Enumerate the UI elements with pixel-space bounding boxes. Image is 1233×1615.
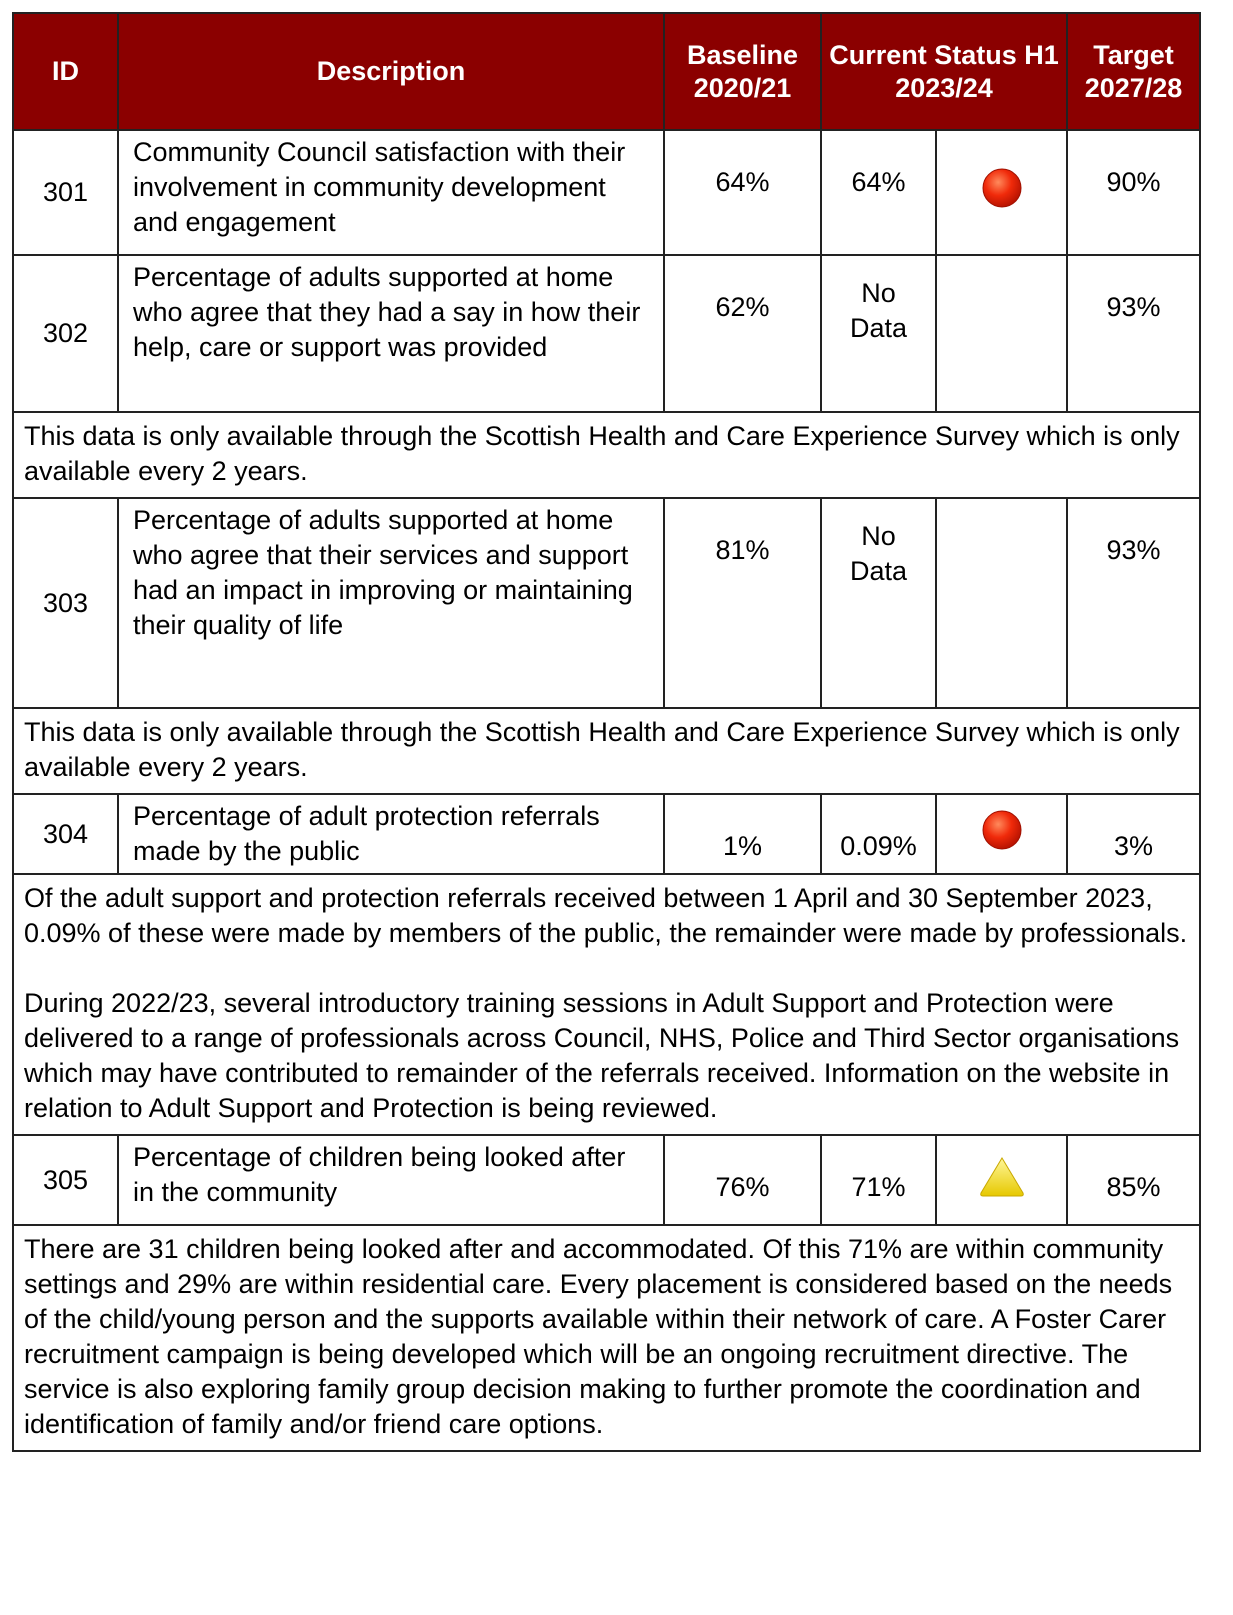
target-cell: 93%	[1066, 497, 1202, 709]
note-row: This data is only available through the …	[11, 411, 1202, 499]
header-cell: ID	[12, 12, 119, 131]
current-cell: 71%	[820, 1134, 937, 1226]
target-cell: 90%	[1066, 129, 1202, 256]
status-cell	[934, 793, 1069, 875]
status-icon	[982, 168, 1021, 208]
description-cell: Percentage of children being looked afte…	[117, 1134, 665, 1226]
note-paragraph: This data is only available through the …	[24, 421, 1180, 486]
target-cell: 3%	[1066, 793, 1202, 875]
baseline-cell: 76%	[663, 1134, 822, 1226]
id-cell: 304	[12, 793, 119, 875]
header-cell: Description	[117, 12, 665, 131]
note-paragraph: This data is only available through the …	[24, 717, 1180, 782]
id-cell: 301	[12, 129, 119, 256]
note-cell: This data is only available through the …	[11, 411, 1202, 499]
data-row: 301 Community Council satisfaction with t…	[12, 129, 1202, 256]
current-cell: 64%	[820, 129, 937, 256]
id-cell: 303	[12, 497, 119, 709]
target-cell: 93%	[1066, 254, 1202, 413]
status-cell	[934, 254, 1069, 413]
note-row: This data is only available through the …	[11, 707, 1202, 795]
status-icon	[979, 1156, 1024, 1196]
status-icon	[982, 810, 1021, 849]
id-cell: 305	[12, 1134, 119, 1226]
baseline-cell: 64%	[663, 129, 822, 256]
data-row: 304 Percentage of adult protection referr…	[12, 793, 1202, 875]
current-cell: No Data	[820, 254, 937, 413]
note-cell: This data is only available through the …	[11, 707, 1202, 795]
id-cell: 302	[12, 254, 119, 413]
kpi-table: ID Description Baseline 2020/21 Current Sta…	[11, 12, 1202, 1452]
table-body: 301 Community Council satisfaction with t…	[11, 129, 1202, 1452]
current-cell: 0.09%	[820, 793, 937, 875]
note-row: There are 31 children being looked after…	[11, 1224, 1202, 1452]
target-cell: 85%	[1066, 1134, 1202, 1226]
header-row: ID Description Baseline 2020/21 Current Sta…	[12, 12, 1202, 131]
data-row: 303 Percentage of adults supported at hom…	[12, 497, 1202, 709]
data-row: 305 Percentage of children being looked a…	[12, 1134, 1202, 1226]
header-cell: Current Status H1 2023/24	[819, 12, 1069, 131]
note-paragraph: Of the adult support and protection refe…	[24, 883, 1188, 948]
data-row: 302 Percentage of adults supported at hom…	[12, 254, 1202, 413]
description-cell: Percentage of adult protection referrals…	[117, 793, 665, 875]
note-paragraph: There are 31 children being looked after…	[24, 1234, 1173, 1439]
header-cell: Target 2027/28	[1066, 12, 1202, 131]
status-cell	[934, 1134, 1069, 1226]
status-cell	[934, 497, 1069, 709]
description-cell: Community Council satisfaction with thei…	[117, 129, 665, 256]
note-cell: There are 31 children being looked after…	[11, 1224, 1202, 1452]
baseline-cell: 1%	[663, 793, 822, 875]
description-cell: Percentage of adults supported at home w…	[117, 254, 665, 413]
header-cell: Baseline 2020/21	[663, 12, 822, 131]
status-cell	[934, 129, 1069, 256]
description-cell: Percentage of adults supported at home w…	[117, 497, 665, 709]
baseline-cell: 81%	[663, 497, 822, 709]
note-cell: Of the adult support and protection refe…	[11, 873, 1202, 1136]
note-paragraph: During 2022/23, several introductory tra…	[24, 988, 1180, 1123]
current-cell: No Data	[820, 497, 937, 709]
baseline-cell: 62%	[663, 254, 822, 413]
note-row: Of the adult support and protection refe…	[11, 873, 1202, 1136]
